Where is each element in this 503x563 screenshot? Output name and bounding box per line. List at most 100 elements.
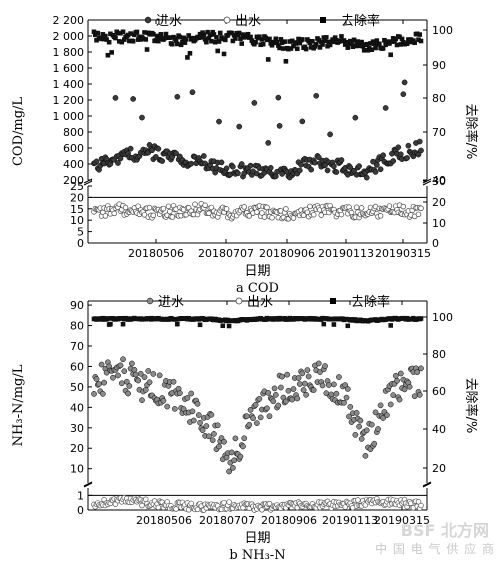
removal-rate-point bbox=[113, 35, 118, 41]
influent-point bbox=[405, 142, 412, 149]
left-tick-label: 0 bbox=[77, 237, 84, 250]
removal-rate-point bbox=[135, 37, 141, 42]
removal-rate-point bbox=[215, 48, 221, 54]
influent-point bbox=[352, 114, 359, 121]
chart-caption: b NH₃-N bbox=[229, 548, 285, 563]
left-tick-label: 1 400 bbox=[53, 78, 85, 91]
influent-point bbox=[308, 166, 315, 173]
removal-rate-point bbox=[353, 43, 358, 49]
removal-rate-point bbox=[324, 35, 329, 40]
influent-point bbox=[331, 163, 337, 170]
removal-rate-point bbox=[197, 31, 203, 37]
removal-rate-point bbox=[339, 34, 344, 39]
removal-rate-point bbox=[412, 40, 417, 46]
influent-point bbox=[117, 362, 124, 369]
effluent-point bbox=[377, 213, 384, 219]
removal-rate-point bbox=[358, 42, 363, 47]
influent-point bbox=[333, 169, 340, 175]
left-tick-label: 60 bbox=[70, 360, 84, 373]
influent-point bbox=[96, 381, 102, 387]
influent-point bbox=[115, 372, 121, 379]
influent-point bbox=[130, 96, 136, 102]
removal-rate-point bbox=[187, 50, 193, 56]
left-tick-label: 600 bbox=[63, 142, 84, 155]
removal-rate-point bbox=[199, 35, 204, 40]
removal-rate-point bbox=[258, 42, 263, 48]
influent-point bbox=[299, 370, 306, 377]
x-tick-label: 20180506 bbox=[136, 514, 192, 527]
influent-point bbox=[156, 372, 163, 379]
removal-rate-point bbox=[293, 41, 299, 46]
influent-point bbox=[411, 393, 418, 400]
influent-point bbox=[146, 379, 153, 386]
influent-point bbox=[123, 378, 130, 385]
removal-rate-point bbox=[130, 38, 136, 44]
effluent-point bbox=[318, 212, 325, 218]
influent-point bbox=[275, 402, 282, 409]
axis-break-mark bbox=[83, 481, 93, 487]
removal-rate-point bbox=[104, 37, 109, 42]
removal-rate-point bbox=[260, 41, 266, 47]
removal-rate-point bbox=[276, 43, 281, 48]
removal-rate-point bbox=[119, 39, 125, 45]
removal-rate-point bbox=[274, 40, 280, 45]
removal-rate-point bbox=[177, 34, 183, 40]
influent-point bbox=[301, 380, 308, 387]
influent-point bbox=[298, 161, 304, 168]
influent-point bbox=[300, 387, 307, 393]
left-tick-label: 15 bbox=[70, 203, 84, 216]
influent-point bbox=[356, 163, 362, 169]
x-tick-label: 20180707 bbox=[199, 514, 255, 527]
influent-point bbox=[254, 420, 260, 426]
influent-point bbox=[390, 392, 397, 399]
effluent-point bbox=[150, 212, 157, 219]
influent-point bbox=[129, 360, 135, 367]
influent-point bbox=[418, 365, 424, 372]
removal-rate-point bbox=[291, 43, 296, 49]
effluent-point bbox=[146, 204, 153, 211]
removal-rate-point bbox=[371, 41, 377, 46]
influent-point bbox=[313, 92, 320, 99]
influent-point bbox=[93, 376, 100, 382]
removal-rate-point bbox=[248, 34, 253, 40]
right-tick-label: 80 bbox=[432, 348, 446, 361]
removal-rate-point bbox=[140, 36, 146, 41]
removal-rate-point bbox=[94, 37, 99, 43]
effluent-point bbox=[338, 211, 345, 218]
influent-point bbox=[173, 150, 179, 157]
removal-rate-point bbox=[156, 38, 161, 44]
left-tick-label: 5 bbox=[77, 226, 84, 239]
influent-point bbox=[336, 374, 342, 380]
removal-rate-point bbox=[175, 321, 180, 327]
removal-rate-point bbox=[332, 35, 338, 40]
influent-point bbox=[216, 443, 222, 450]
influent-point bbox=[400, 91, 407, 98]
influent-point bbox=[126, 383, 133, 389]
influent-point bbox=[117, 155, 124, 162]
influent-point bbox=[237, 453, 244, 460]
influent-point bbox=[296, 381, 303, 387]
removal-rate-point bbox=[108, 31, 113, 37]
y-axis-title-left: NH₃-N/mg/L bbox=[11, 364, 26, 446]
right-tick-label: 90 bbox=[432, 59, 446, 72]
removal-rate-point bbox=[100, 32, 106, 37]
removal-rate-point bbox=[119, 315, 125, 321]
x-tick-label: 20180906 bbox=[261, 514, 317, 527]
influent-point bbox=[375, 426, 381, 432]
removal-rate-point bbox=[162, 35, 168, 41]
effluent-point bbox=[223, 206, 230, 212]
legend-effluent-label: 出水 bbox=[247, 295, 273, 310]
left-tick-label: 40 bbox=[70, 401, 84, 414]
influent-point bbox=[216, 118, 222, 125]
removal-rate-point bbox=[143, 37, 149, 42]
removal-rate-point bbox=[163, 31, 169, 37]
removal-rate-point bbox=[212, 39, 218, 45]
influent-point bbox=[174, 93, 181, 100]
right-tick-label: 100 bbox=[432, 24, 453, 37]
left-tick-label: 1 bbox=[77, 489, 84, 502]
y-axis-title-left: COD/mg/L bbox=[11, 97, 26, 166]
removal-rate-point bbox=[137, 34, 142, 40]
removal-rate-point bbox=[277, 45, 282, 51]
left-tick-label: 400 bbox=[63, 158, 84, 171]
